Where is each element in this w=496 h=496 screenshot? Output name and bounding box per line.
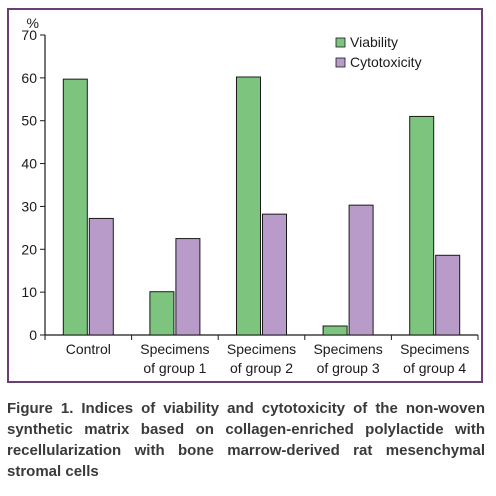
legend-swatch bbox=[335, 57, 346, 68]
bar-cytotoxicity bbox=[175, 238, 201, 336]
bar-viability bbox=[322, 325, 348, 336]
bar-viability bbox=[149, 291, 175, 336]
legend-label: Cytotoxicity bbox=[350, 54, 422, 70]
y-tick-label: 40 bbox=[21, 156, 37, 172]
chart-ticks: 0 10 20 30 40 50 60 70% Control Specimens of group… bbox=[21, 15, 479, 376]
chart-legend: Viability Cytotoxicity bbox=[335, 34, 422, 70]
x-tick-label: of group 1 bbox=[143, 360, 206, 376]
bar-cytotoxicity bbox=[348, 204, 374, 336]
bar-viability bbox=[236, 76, 261, 336]
x-tick-label: Specimens bbox=[313, 341, 382, 357]
x-tick-label: of group 3 bbox=[317, 360, 380, 376]
x-tick-label: Control bbox=[66, 341, 111, 357]
x-tick-label: Specimens bbox=[140, 341, 209, 357]
y-tick-label: 10 bbox=[21, 284, 37, 300]
chart-bars bbox=[62, 76, 461, 336]
y-tick-label: 30 bbox=[21, 198, 37, 214]
legend-swatch bbox=[335, 37, 346, 48]
legend-label: Viability bbox=[350, 34, 398, 50]
y-axis-label: % bbox=[27, 15, 39, 31]
bar-cytotoxicity bbox=[435, 254, 461, 336]
x-tick-label: of group 4 bbox=[403, 360, 466, 376]
bar-chart: 0 10 20 30 40 50 60 70% Control Specimens of group… bbox=[21, 15, 479, 376]
y-tick-label: 50 bbox=[21, 113, 37, 129]
y-tick-label: 0 bbox=[29, 327, 37, 343]
x-tick-label: Specimens bbox=[400, 341, 469, 357]
chart-axes bbox=[44, 35, 478, 336]
y-tick-label: 60 bbox=[21, 70, 37, 86]
y-tick-label: 70 bbox=[21, 27, 37, 43]
bar-cytotoxicity bbox=[88, 217, 114, 336]
figure-caption: Figure 1. Indices of viability and cytot… bbox=[7, 400, 485, 480]
y-tick-label: 20 bbox=[21, 241, 37, 257]
x-tick-label: of group 2 bbox=[230, 360, 293, 376]
bar-cytotoxicity bbox=[262, 213, 287, 336]
bar-viability bbox=[62, 78, 88, 336]
x-tick-label: Specimens bbox=[227, 341, 296, 357]
bar-viability bbox=[409, 115, 435, 336]
